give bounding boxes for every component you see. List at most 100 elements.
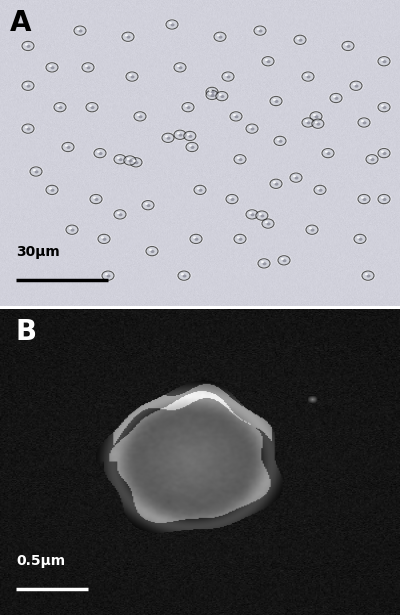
Circle shape <box>261 261 264 263</box>
Circle shape <box>293 175 296 177</box>
Circle shape <box>271 97 281 105</box>
Circle shape <box>20 40 36 52</box>
Circle shape <box>128 157 144 168</box>
Circle shape <box>382 152 386 155</box>
Circle shape <box>382 60 386 63</box>
Circle shape <box>274 100 278 103</box>
Circle shape <box>381 151 384 153</box>
Circle shape <box>356 117 372 129</box>
Circle shape <box>85 65 88 67</box>
Circle shape <box>94 198 98 201</box>
Circle shape <box>50 66 54 69</box>
Circle shape <box>255 26 265 34</box>
Circle shape <box>120 31 136 42</box>
Circle shape <box>381 59 384 61</box>
Circle shape <box>282 259 286 262</box>
Circle shape <box>382 106 386 109</box>
Circle shape <box>86 66 90 69</box>
Circle shape <box>323 149 333 157</box>
Circle shape <box>317 188 320 189</box>
Circle shape <box>250 127 254 130</box>
Circle shape <box>96 233 112 245</box>
Circle shape <box>379 103 389 111</box>
Circle shape <box>274 183 278 186</box>
Circle shape <box>189 145 192 147</box>
Circle shape <box>218 36 222 39</box>
Circle shape <box>115 210 125 218</box>
Circle shape <box>129 74 132 76</box>
Circle shape <box>26 45 30 48</box>
Circle shape <box>88 193 104 205</box>
Circle shape <box>331 94 341 102</box>
Circle shape <box>194 238 198 241</box>
Circle shape <box>177 132 180 135</box>
Circle shape <box>249 212 252 214</box>
Circle shape <box>320 148 336 159</box>
Circle shape <box>369 157 372 159</box>
Circle shape <box>188 135 192 138</box>
Circle shape <box>128 159 132 162</box>
Circle shape <box>367 155 377 163</box>
Circle shape <box>198 189 202 192</box>
Circle shape <box>49 188 52 189</box>
Circle shape <box>303 73 313 81</box>
Circle shape <box>359 119 369 127</box>
Circle shape <box>230 198 234 201</box>
Circle shape <box>210 94 214 97</box>
Circle shape <box>166 137 170 140</box>
Circle shape <box>262 262 266 265</box>
Circle shape <box>275 137 285 145</box>
Circle shape <box>170 23 174 26</box>
Circle shape <box>220 71 236 82</box>
Circle shape <box>80 62 96 73</box>
Circle shape <box>315 186 325 194</box>
Circle shape <box>66 146 70 149</box>
Circle shape <box>363 272 373 280</box>
Circle shape <box>212 31 228 42</box>
Circle shape <box>147 247 157 255</box>
Circle shape <box>231 113 241 121</box>
Circle shape <box>177 65 180 67</box>
Circle shape <box>279 256 289 264</box>
Circle shape <box>181 273 184 276</box>
Circle shape <box>295 36 305 44</box>
Circle shape <box>132 111 148 122</box>
Circle shape <box>72 25 88 36</box>
Circle shape <box>265 59 268 61</box>
Circle shape <box>276 255 292 266</box>
Circle shape <box>376 148 392 159</box>
Circle shape <box>314 115 318 118</box>
Circle shape <box>160 132 176 143</box>
Circle shape <box>98 152 102 155</box>
Circle shape <box>277 138 280 141</box>
Circle shape <box>247 125 257 133</box>
Circle shape <box>180 101 196 113</box>
Circle shape <box>266 223 270 226</box>
Circle shape <box>379 195 389 203</box>
Circle shape <box>306 76 310 79</box>
Circle shape <box>106 274 110 277</box>
Circle shape <box>77 28 80 30</box>
Circle shape <box>185 105 188 107</box>
Circle shape <box>91 195 101 203</box>
Circle shape <box>217 34 220 36</box>
Circle shape <box>334 97 338 100</box>
Circle shape <box>90 106 94 109</box>
Circle shape <box>44 184 60 196</box>
Circle shape <box>313 120 323 128</box>
Circle shape <box>25 44 28 46</box>
Circle shape <box>20 80 36 92</box>
Circle shape <box>65 145 68 147</box>
Circle shape <box>316 122 320 125</box>
Circle shape <box>257 28 260 30</box>
Circle shape <box>365 273 368 276</box>
Circle shape <box>138 115 142 118</box>
Circle shape <box>182 274 186 277</box>
Circle shape <box>306 121 310 124</box>
Circle shape <box>256 258 272 269</box>
Circle shape <box>382 198 386 201</box>
Circle shape <box>93 197 96 199</box>
Circle shape <box>146 204 150 207</box>
Circle shape <box>204 86 220 98</box>
Circle shape <box>303 119 313 127</box>
